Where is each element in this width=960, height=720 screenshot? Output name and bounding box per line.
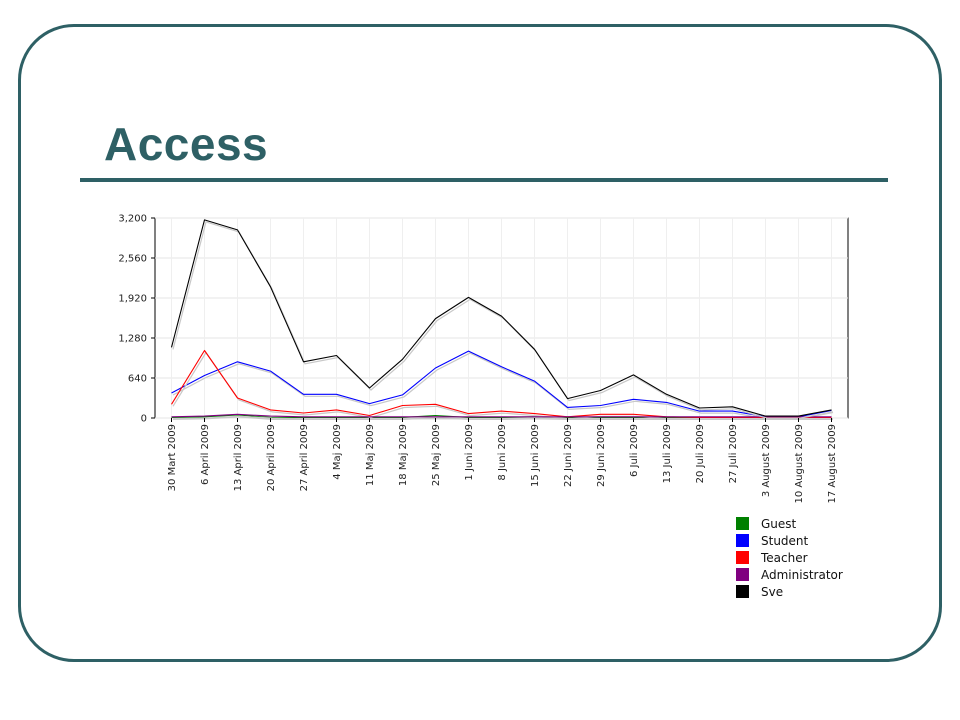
series-line-student bbox=[171, 350, 832, 418]
x-tick-label: 22 Juni 2009 bbox=[563, 424, 574, 487]
x-tick-label: 13 Juli 2009 bbox=[662, 424, 673, 483]
y-axis: 0 640 1,280 1,920 2,560 3,200 bbox=[118, 214, 155, 425]
legend-item-student: Student bbox=[736, 532, 843, 549]
chart-legend: Guest Student Teacher Administrator Sve bbox=[736, 515, 843, 600]
x-tick-label: 25 Maj 2009 bbox=[431, 424, 442, 486]
x-tick-label: 13 April 2009 bbox=[233, 424, 244, 491]
x-tick-label: 11 Maj 2009 bbox=[365, 424, 376, 486]
legend-item-sve: Sve bbox=[736, 583, 843, 600]
legend-label-sve: Sve bbox=[761, 584, 784, 599]
legend-item-teacher: Teacher bbox=[736, 549, 843, 566]
series-line-administrator bbox=[171, 413, 832, 418]
y-tick-label: 0 bbox=[141, 414, 147, 425]
series-line-sve bbox=[170, 219, 832, 417]
x-tick-label: 29 Juni 2009 bbox=[596, 424, 607, 487]
x-tick-label: 10 August 2009 bbox=[794, 424, 805, 504]
slide-title: Access bbox=[104, 118, 269, 170]
legend-item-administrator: Administrator bbox=[736, 566, 843, 583]
x-axis: 30 Mart 2009 6 April 2009 13 April 2009 20 … bbox=[167, 418, 838, 504]
y-tick-label: 1,920 bbox=[118, 294, 147, 305]
x-tick-label: 15 Juni 2009 bbox=[530, 424, 541, 487]
x-tick-label: 18 Maj 2009 bbox=[398, 424, 409, 486]
x-tick-label: 1 Juni 2009 bbox=[464, 424, 475, 481]
legend-label-student: Student bbox=[761, 533, 809, 548]
x-tick-label: 27 Juli 2009 bbox=[728, 424, 739, 483]
title-divider bbox=[80, 178, 888, 182]
x-tick-label: 30 Mart 2009 bbox=[167, 424, 178, 491]
x-tick-label: 4 Maj 2009 bbox=[332, 424, 343, 480]
legend-item-guest: Guest bbox=[736, 515, 843, 532]
y-tick-label: 640 bbox=[128, 374, 147, 385]
legend-swatch-sve bbox=[736, 585, 749, 598]
legend-swatch-teacher bbox=[736, 551, 749, 564]
x-tick-label: 20 Juli 2009 bbox=[695, 424, 706, 483]
legend-label-administrator: Administrator bbox=[761, 567, 843, 582]
y-tick-label: 3,200 bbox=[118, 214, 147, 225]
x-tick-label: 6 Juli 2009 bbox=[629, 424, 640, 477]
series-line-teacher bbox=[171, 349, 832, 418]
x-tick-label: 6 April 2009 bbox=[200, 424, 211, 485]
y-tick-label: 2,560 bbox=[118, 254, 147, 265]
x-tick-label: 3 August 2009 bbox=[761, 424, 772, 497]
legend-label-teacher: Teacher bbox=[761, 550, 808, 565]
legend-swatch-guest bbox=[736, 517, 749, 530]
x-tick-label: 8 Juni 2009 bbox=[497, 424, 508, 481]
x-tick-label: 17 August 2009 bbox=[827, 424, 838, 504]
x-tick-label: 27 April 2009 bbox=[299, 424, 310, 491]
legend-swatch-student bbox=[736, 534, 749, 547]
y-tick-label: 1,280 bbox=[118, 334, 147, 345]
series-shadow-student bbox=[172, 352, 834, 420]
legend-swatch-administrator bbox=[736, 568, 749, 581]
x-tick-label: 20 April 2009 bbox=[266, 424, 277, 491]
series-layer bbox=[170, 219, 834, 420]
series-shadow-administrator bbox=[172, 415, 833, 420]
legend-label-guest: Guest bbox=[761, 516, 797, 531]
